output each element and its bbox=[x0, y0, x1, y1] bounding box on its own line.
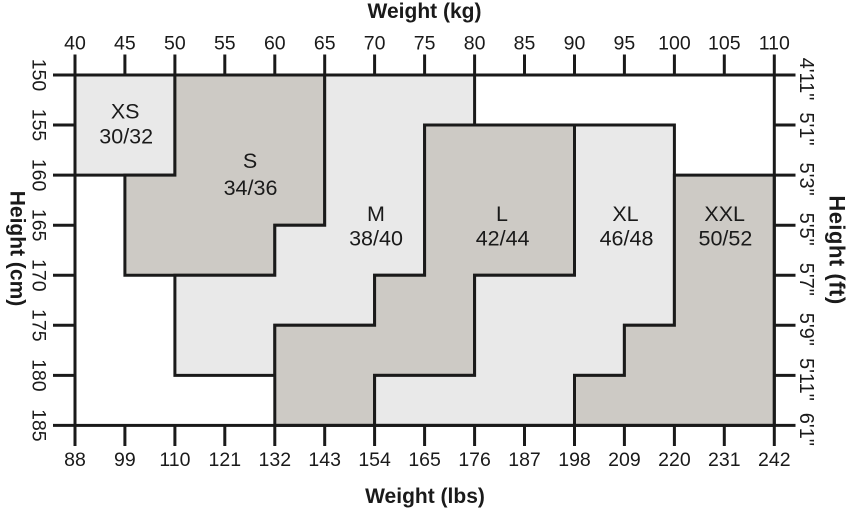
svg-text:187: 187 bbox=[508, 449, 541, 471]
svg-text:5'3": 5'3" bbox=[795, 163, 817, 196]
svg-text:160: 160 bbox=[28, 159, 50, 192]
svg-text:XL: XL bbox=[612, 202, 638, 226]
svg-text:121: 121 bbox=[209, 449, 242, 471]
svg-text:5'11": 5'11" bbox=[795, 358, 817, 401]
svg-text:65: 65 bbox=[314, 33, 336, 55]
svg-text:154: 154 bbox=[358, 449, 391, 471]
svg-text:110: 110 bbox=[759, 33, 790, 55]
svg-text:5'9": 5'9" bbox=[795, 313, 817, 346]
svg-text:34/36: 34/36 bbox=[224, 176, 278, 200]
svg-text:150: 150 bbox=[28, 59, 50, 92]
svg-text:85: 85 bbox=[514, 33, 536, 55]
svg-text:L: L bbox=[496, 202, 508, 226]
svg-text:105: 105 bbox=[708, 33, 741, 55]
svg-text:198: 198 bbox=[558, 449, 591, 471]
svg-text:55: 55 bbox=[214, 33, 236, 55]
svg-text:70: 70 bbox=[364, 33, 386, 55]
svg-text:4'11": 4'11" bbox=[795, 58, 817, 101]
svg-text:38/40: 38/40 bbox=[349, 226, 403, 250]
svg-text:165: 165 bbox=[28, 209, 50, 242]
svg-text:170: 170 bbox=[28, 259, 50, 292]
svg-text:50/52: 50/52 bbox=[698, 227, 752, 251]
svg-text:42/44: 42/44 bbox=[476, 226, 530, 250]
svg-text:220: 220 bbox=[658, 449, 691, 471]
svg-text:45: 45 bbox=[114, 33, 136, 55]
svg-text:242: 242 bbox=[758, 449, 791, 471]
svg-text:155: 155 bbox=[28, 109, 50, 142]
svg-text:5'7": 5'7" bbox=[795, 263, 817, 296]
svg-text:XXL: XXL bbox=[704, 202, 745, 226]
svg-text:143: 143 bbox=[308, 449, 341, 471]
svg-text:165: 165 bbox=[408, 449, 441, 471]
svg-text:5'5": 5'5" bbox=[795, 213, 817, 246]
svg-text:60: 60 bbox=[264, 33, 286, 55]
svg-text:185: 185 bbox=[28, 409, 50, 442]
svg-text:209: 209 bbox=[608, 449, 641, 471]
svg-text:88: 88 bbox=[64, 449, 86, 471]
svg-text:99: 99 bbox=[114, 449, 136, 471]
svg-text:Weight (kg): Weight (kg) bbox=[368, 0, 482, 23]
svg-text:30/32: 30/32 bbox=[99, 124, 153, 148]
svg-text:132: 132 bbox=[259, 449, 292, 471]
svg-text:46/48: 46/48 bbox=[600, 227, 654, 251]
svg-text:231: 231 bbox=[708, 449, 741, 471]
svg-text:50: 50 bbox=[164, 33, 186, 55]
svg-text:Height (ft): Height (ft) bbox=[825, 195, 849, 304]
svg-text:175: 175 bbox=[28, 309, 50, 342]
svg-text:180: 180 bbox=[28, 359, 50, 392]
svg-text:90: 90 bbox=[564, 33, 586, 55]
svg-text:Weight (lbs): Weight (lbs) bbox=[365, 485, 485, 508]
svg-text:Height (cm): Height (cm) bbox=[6, 191, 29, 307]
svg-text:S: S bbox=[243, 149, 257, 173]
svg-text:6'1": 6'1" bbox=[795, 413, 817, 446]
svg-text:75: 75 bbox=[414, 33, 436, 55]
svg-text:176: 176 bbox=[458, 449, 491, 471]
svg-text:XS: XS bbox=[111, 100, 140, 124]
svg-text:40: 40 bbox=[64, 33, 86, 55]
svg-text:5'1": 5'1" bbox=[795, 112, 817, 145]
svg-text:80: 80 bbox=[464, 33, 486, 55]
svg-text:100: 100 bbox=[658, 33, 691, 55]
svg-text:95: 95 bbox=[614, 33, 636, 55]
svg-text:M: M bbox=[367, 202, 385, 226]
svg-text:110: 110 bbox=[159, 449, 190, 471]
